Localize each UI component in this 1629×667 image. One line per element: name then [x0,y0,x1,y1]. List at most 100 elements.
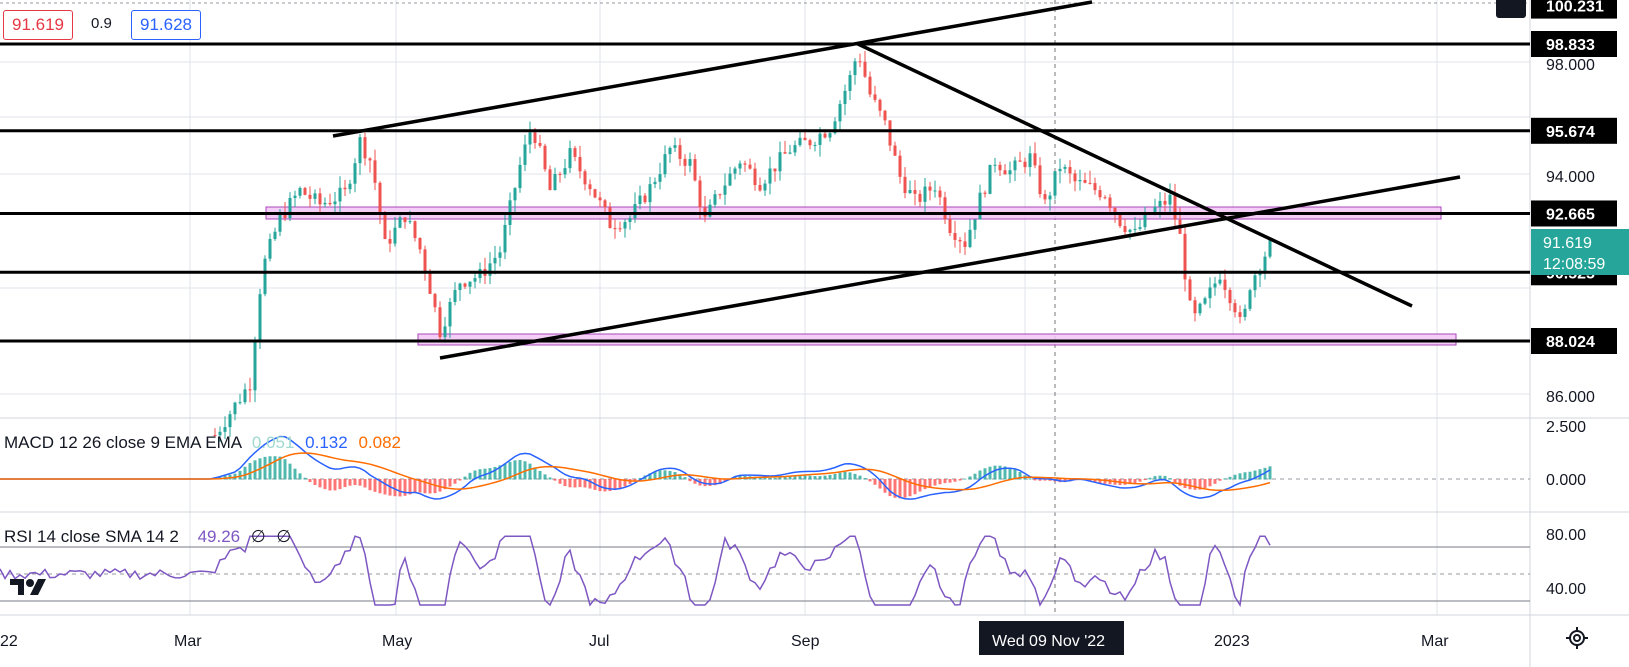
macd-bar [1013,469,1017,480]
candle-body [223,427,227,432]
candle-body [738,163,742,169]
macd-bar [333,479,337,491]
candle-body [783,152,787,154]
macd-bar [928,479,932,488]
candle-body [888,120,892,146]
macd-bar [1193,479,1197,490]
macd-bar [303,477,307,480]
price-tick: 86.000 [1546,389,1595,406]
candle-body [1188,279,1192,301]
macd-bar [468,472,472,480]
candle-body [378,182,382,215]
tradingview-logo-icon[interactable] [6,572,50,602]
candle-body [663,154,667,175]
candle-body [613,228,617,230]
candle-body [988,164,992,194]
macd-bar [268,456,272,480]
candle-body [1048,195,1052,200]
ask-price[interactable]: 91.628 [131,10,201,40]
macd-bar [788,475,792,480]
candle-body [608,207,612,229]
macd-bar [358,479,362,486]
macd-bar [953,479,957,482]
macd-bar [253,460,257,480]
macd-bar [763,477,767,480]
descending-trend-line [857,42,1413,308]
macd-bar [1218,479,1222,481]
candle-body [373,160,377,183]
macd-bar [298,473,302,480]
time-tick: Jul [589,633,609,650]
candle-body [278,213,282,232]
macd-bar [363,479,367,488]
crosshair-time-label: Wed 09 Nov '22 [992,633,1105,650]
candle-body [333,201,337,205]
macd-bar [1008,467,1012,480]
macd-bar [283,459,287,480]
macd-bar [718,479,722,485]
price-badge [1531,200,1617,227]
macd-bar [343,479,347,488]
macd-bar [248,463,252,480]
candle-body [593,189,597,198]
bid-price[interactable]: 91.619 [3,10,73,40]
macd-bar [863,478,867,480]
candle-body [1268,239,1272,257]
candle-body [543,145,547,170]
macd-bar [708,479,712,486]
spread-value: 0.9 [83,10,120,40]
candle-body [1113,207,1117,215]
trend-lines[interactable] [332,0,1461,360]
rsi-extra: ∅ [250,527,266,546]
horizontal-levels[interactable] [0,42,1530,343]
macd-bar [448,479,452,487]
macd-tick: 0.000 [1546,472,1586,489]
candle-body [1088,182,1092,184]
macd-bar [498,465,502,480]
candle-body [778,152,782,172]
macd-bar [663,470,667,480]
time-tick: Mar [1421,633,1449,650]
macd-bar [1268,466,1272,480]
candle-body [1063,167,1067,169]
candle-body [1003,170,1007,175]
macd-bar [853,473,857,480]
candle-body [523,144,527,165]
macd-bar [923,479,927,490]
macd-bar [433,479,437,494]
macd-bar [338,479,342,490]
macd-bar [423,479,427,494]
candle-body [883,110,887,121]
candle-body [763,183,767,191]
macd-bar [428,479,432,494]
macd-bar [348,479,352,486]
candle-body [1248,290,1252,309]
candle-body [878,99,882,111]
candle-body [748,164,752,169]
add-alert-button[interactable] [1496,0,1526,18]
macd-bar [768,477,772,480]
gear-icon[interactable] [1565,626,1589,650]
macd-bar [573,479,577,488]
macd-bar [328,479,332,491]
candle-body [453,289,457,303]
candle-body [798,137,802,146]
candle-body [1118,214,1122,227]
candle-body [423,249,427,272]
macd-bar [1183,479,1187,488]
candle-body [1023,161,1027,168]
candle-body [818,133,822,145]
candle-body [803,137,807,141]
candle-body [668,147,672,155]
rsi-tick: 40.00 [1546,581,1586,598]
macd-bar [678,474,682,480]
candle-body [338,187,342,202]
price-badge [1531,0,1617,19]
candle-body [573,148,577,157]
candle-body [873,94,877,100]
macd-bar [648,473,652,480]
macd-bar [978,470,982,480]
macd-bar [563,479,567,487]
macd-bar [1198,479,1202,490]
